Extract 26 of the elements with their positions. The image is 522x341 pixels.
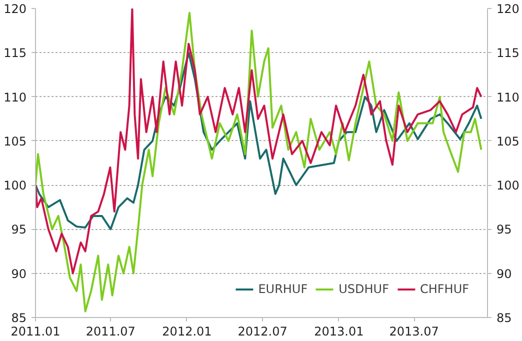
y2-tick-label: 95 <box>496 222 512 237</box>
y2-tick-label: 110 <box>496 90 520 104</box>
x-tick-label: 2012.07 <box>238 324 288 338</box>
legend-label: CHFHUF <box>420 282 469 296</box>
y-tick-label: 120 <box>4 2 26 16</box>
x-tick-label: 2013.07 <box>389 324 439 338</box>
y2-tick-label: 120 <box>496 2 520 16</box>
x-tick-label: 2011.07 <box>86 324 136 338</box>
y2-tick-label: 90 <box>496 266 512 281</box>
legend-label: EURHUF <box>258 282 308 296</box>
y2-tick-label: 100 <box>496 178 520 193</box>
y-tick-label: 85 <box>11 311 27 325</box>
legend-label: USDHUF <box>338 282 389 296</box>
y-tick-label: 110 <box>4 90 26 104</box>
y-tick-label: 105 <box>4 134 26 148</box>
x-tick-label: 2013.01 <box>314 324 364 338</box>
y2-tick-label: 85 <box>496 311 512 325</box>
y2-tick-label: 105 <box>496 134 520 148</box>
x-tick-label: 2012.01 <box>162 324 212 338</box>
y-tick-label: 95 <box>11 222 27 237</box>
line-series <box>36 52 482 230</box>
y-tick-label: 100 <box>4 178 26 193</box>
y-tick-label: 115 <box>4 46 26 60</box>
y2-tick-label: 115 <box>496 46 520 60</box>
x-tick-label: 2011.01 <box>10 324 60 338</box>
y-tick-label: 90 <box>11 266 27 281</box>
